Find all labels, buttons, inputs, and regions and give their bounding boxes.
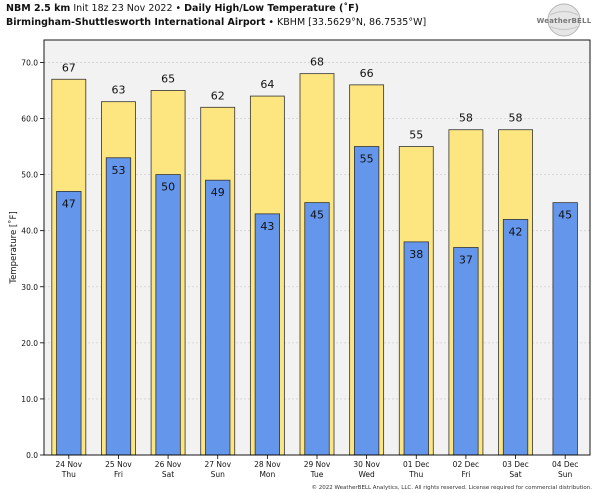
- low-value-label: 42: [509, 225, 523, 238]
- low-value-label: 37: [459, 254, 473, 267]
- x-tick-weekday: Tue: [310, 470, 324, 479]
- y-tick-label: 0.0: [26, 451, 38, 460]
- logo-globe-icon: [547, 3, 581, 37]
- x-tick-date: 28 Nov: [254, 460, 281, 469]
- low-value-label: 45: [310, 209, 324, 222]
- low-bar: [552, 202, 578, 456]
- y-axis-label: Temperature [˚F]: [8, 211, 19, 284]
- low-bar: [155, 174, 181, 456]
- low-bar: [254, 213, 281, 456]
- low-value-label: 55: [360, 153, 374, 166]
- low-bar: [304, 202, 330, 456]
- x-tick-weekday: Fri: [461, 470, 470, 479]
- x-tick-date: 26 Nov: [155, 460, 182, 469]
- x-tick-weekday: Mon: [259, 470, 275, 479]
- y-tick-label: 40.0: [21, 227, 38, 236]
- x-tick-date: 01 Dec: [403, 460, 429, 469]
- title-line-2: Birmingham-Shuttlesworth International A…: [6, 16, 426, 30]
- x-tick-date: 29 Nov: [304, 460, 331, 469]
- high-value-label: 67: [62, 61, 76, 74]
- x-tick-date: 25 Nov: [105, 460, 132, 469]
- y-tick-label: 70.0: [21, 58, 38, 67]
- x-tick-weekday: Sun: [558, 470, 573, 479]
- high-value-label: 68: [310, 56, 324, 69]
- x-tick-weekday: Sun: [211, 470, 226, 479]
- low-bar: [205, 179, 231, 456]
- x-tick-weekday: Fri: [114, 470, 123, 479]
- product-name: Daily High/Low Temperature (˚F): [184, 3, 359, 14]
- high-value-label: 64: [260, 78, 274, 91]
- high-value-label: 65: [161, 72, 175, 85]
- high-value-label: 55: [409, 129, 423, 142]
- low-value-label: 49: [211, 186, 225, 199]
- low-value-label: 47: [62, 197, 76, 210]
- station-info: KBHM [33.5629°N, 86.7535°W]: [277, 17, 427, 28]
- x-tick-date: 04 Dec: [552, 460, 578, 469]
- copyright-note: © 2022 WeatherBELL Analytics, LLC. All r…: [311, 485, 592, 491]
- x-tick-date: 27 Nov: [204, 460, 231, 469]
- low-bar: [453, 247, 479, 456]
- low-bar: [502, 219, 529, 456]
- x-tick-weekday: Thu: [408, 470, 423, 479]
- low-value-label: 53: [111, 164, 125, 177]
- high-value-label: 58: [509, 112, 523, 125]
- low-value-label: 38: [409, 248, 423, 261]
- low-value-label: 50: [161, 181, 175, 194]
- x-tick-date: 03 Dec: [502, 460, 528, 469]
- low-bar: [56, 191, 82, 456]
- title-line-1: NBM 2.5 km Init 18z 23 Nov 2022 • Daily …: [6, 2, 426, 16]
- x-tick-weekday: Thu: [61, 470, 76, 479]
- y-tick-label: 30.0: [21, 283, 38, 292]
- station-name: Birmingham-Shuttlesworth International A…: [6, 17, 266, 28]
- high-value-label: 66: [360, 67, 374, 80]
- y-tick-label: 20.0: [21, 339, 38, 348]
- weatherbell-logo: WeatherBELL: [533, 2, 595, 38]
- x-tick-weekday: Sat: [509, 470, 521, 479]
- high-value-label: 63: [111, 84, 125, 97]
- y-tick-label: 60.0: [21, 115, 38, 124]
- low-value-label: 45: [558, 209, 572, 222]
- plot-frame: [43, 39, 591, 456]
- low-bar: [403, 241, 429, 456]
- x-tick-weekday: Sat: [162, 470, 174, 479]
- x-tick-date: 30 Nov: [353, 460, 380, 469]
- model-name: NBM 2.5 km: [6, 3, 71, 14]
- high-value-label: 58: [459, 112, 473, 125]
- x-tick-weekday: Wed: [358, 470, 375, 479]
- low-bar: [353, 146, 380, 456]
- separator: •: [268, 17, 275, 28]
- logo-text: WeatherBELL: [536, 17, 592, 25]
- chart-title-block: NBM 2.5 km Init 18z 23 Nov 2022 • Daily …: [6, 2, 426, 30]
- low-bar: [105, 157, 132, 456]
- y-tick-label: 10.0: [21, 395, 38, 404]
- separator: •: [175, 3, 182, 14]
- low-value-label: 43: [260, 220, 274, 233]
- init-time: Init 18z 23 Nov 2022: [73, 3, 173, 14]
- x-tick-date: 02 Dec: [453, 460, 479, 469]
- y-tick-label: 50.0: [21, 171, 38, 180]
- high-value-label: 62: [211, 89, 225, 102]
- x-tick-date: 24 Nov: [56, 460, 83, 469]
